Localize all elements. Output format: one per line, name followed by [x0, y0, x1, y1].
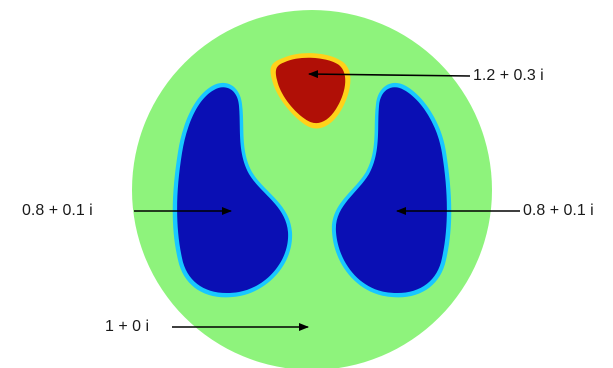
right-inclusion-label: 0.8 + 0.1 i: [523, 202, 594, 219]
top-inclusion-label: 1.2 + 0.3 i: [473, 67, 544, 84]
left-inclusion: [177, 87, 289, 294]
left-inclusion-label: 0.8 + 0.1 i: [22, 202, 93, 219]
background-label: 1 + 0 i: [105, 318, 150, 335]
arrow-top-inclusion: [308, 70, 471, 79]
right-inclusion: [335, 87, 447, 294]
